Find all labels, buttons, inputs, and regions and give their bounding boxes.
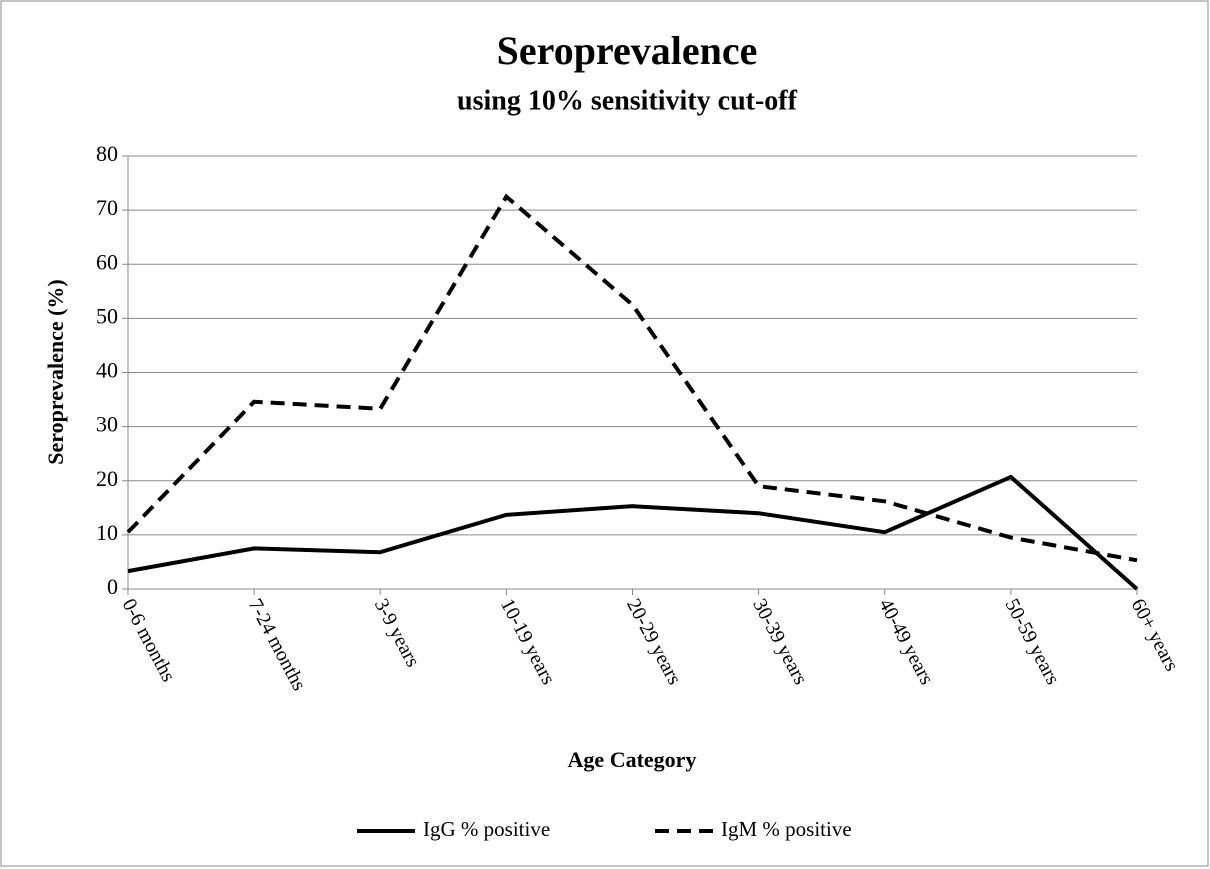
y-tick-label: 50 (96, 303, 118, 328)
y-tick-label: 30 (96, 412, 118, 437)
y-tick-label: 20 (96, 466, 118, 491)
x-axis-title: Age Category (568, 747, 697, 772)
line-series (127, 474, 1139, 591)
y-tick-label: 60 (96, 249, 118, 274)
chart-subtitle: using 10% sensitivity cut-off (457, 85, 798, 116)
legend-label: IgM % positive (721, 817, 852, 841)
line-series (126, 193, 1138, 563)
legend-label: IgG % positive (423, 817, 550, 841)
chart-title: Seroprevalence (497, 28, 758, 73)
y-tick-label: 0 (107, 574, 118, 599)
y-tick-label: 80 (96, 141, 118, 166)
y-tick-label: 40 (96, 358, 118, 383)
y-tick-label: 70 (96, 195, 118, 220)
y-tick-label: 10 (96, 520, 118, 545)
y-axis-title: Seroprevalence (%) (43, 279, 68, 465)
